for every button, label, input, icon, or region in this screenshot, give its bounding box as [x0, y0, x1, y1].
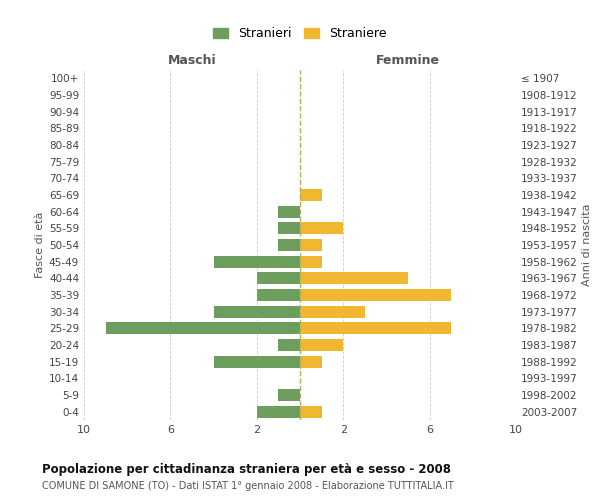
Y-axis label: Fasce di età: Fasce di età [35, 212, 45, 278]
Bar [278, 239, 300, 251]
Text: Maschi: Maschi [167, 54, 217, 66]
Bar [106, 322, 300, 334]
Bar [300, 239, 322, 251]
Bar [300, 256, 322, 268]
Y-axis label: Anni di nascita: Anni di nascita [582, 204, 592, 286]
Bar [278, 389, 300, 401]
Bar [300, 322, 451, 334]
Bar [214, 306, 300, 318]
Bar [214, 356, 300, 368]
Bar [257, 272, 300, 284]
Bar [300, 222, 343, 234]
Text: Popolazione per cittadinanza straniera per età e sesso - 2008: Popolazione per cittadinanza straniera p… [42, 462, 451, 475]
Bar [300, 306, 365, 318]
Legend: Stranieri, Straniere: Stranieri, Straniere [213, 28, 387, 40]
Bar [300, 356, 322, 368]
Bar [300, 272, 408, 284]
Bar [214, 256, 300, 268]
Bar [278, 339, 300, 351]
Bar [300, 339, 343, 351]
Bar [278, 222, 300, 234]
Bar [257, 406, 300, 417]
Bar [278, 206, 300, 218]
Text: Femmine: Femmine [376, 54, 440, 66]
Bar [300, 406, 322, 417]
Bar [300, 189, 322, 201]
Bar [300, 289, 451, 301]
Bar [257, 289, 300, 301]
Text: COMUNE DI SAMONE (TO) - Dati ISTAT 1° gennaio 2008 - Elaborazione TUTTITALIA.IT: COMUNE DI SAMONE (TO) - Dati ISTAT 1° ge… [42, 481, 454, 491]
